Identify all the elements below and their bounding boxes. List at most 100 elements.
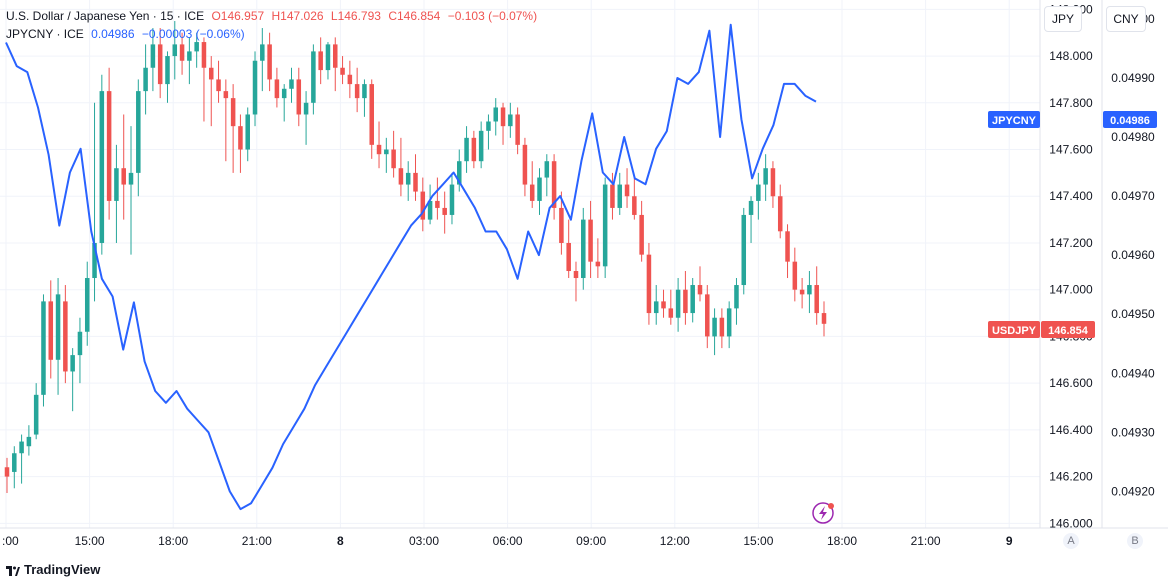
candle bbox=[726, 301, 732, 349]
candle-body bbox=[814, 285, 819, 314]
jpy-price-scale: 148.200148.000147.800147.600147.400147.2… bbox=[1049, 2, 1093, 530]
candle bbox=[785, 224, 790, 279]
candle bbox=[486, 114, 491, 150]
candle-body bbox=[172, 44, 178, 57]
candle-body bbox=[187, 51, 192, 61]
candle-body bbox=[267, 44, 272, 80]
candle bbox=[194, 32, 199, 68]
candle bbox=[398, 137, 404, 197]
candle bbox=[325, 42, 331, 80]
main-symbol[interactable]: U.S. Dollar / Japanese Yen · 15 · ICE bbox=[6, 9, 205, 23]
candle-body bbox=[617, 184, 623, 208]
compare-series-legend: JPYCNY · ICE 0.04986 −0.00003 (−0.06%) bbox=[6, 27, 249, 41]
candle-body bbox=[566, 242, 571, 272]
candle bbox=[318, 37, 323, 85]
candle bbox=[106, 67, 112, 220]
b-scale-button[interactable]: B bbox=[1127, 533, 1143, 549]
candle bbox=[457, 149, 462, 192]
compare-symbol[interactable]: JPYCNY · ICE bbox=[6, 27, 84, 41]
candle-body bbox=[537, 177, 542, 201]
candle-body bbox=[19, 441, 24, 454]
candle bbox=[770, 161, 776, 208]
candle bbox=[741, 207, 747, 295]
svg-text:0.04986: 0.04986 bbox=[1110, 115, 1150, 127]
candle bbox=[624, 168, 630, 208]
cny-tick-label: 0.04940 bbox=[1111, 366, 1155, 380]
candle-body bbox=[26, 436, 32, 447]
candle-body bbox=[318, 51, 323, 71]
candle bbox=[311, 44, 316, 115]
candle-body bbox=[230, 98, 236, 127]
candle-body bbox=[697, 285, 703, 295]
candle bbox=[639, 200, 644, 262]
jpy-tick-label: 146.600 bbox=[1049, 376, 1093, 390]
candle-body bbox=[332, 44, 338, 68]
candle bbox=[792, 247, 798, 302]
candle-body bbox=[143, 67, 148, 92]
candle-body bbox=[792, 261, 798, 290]
svg-text:146.854: 146.854 bbox=[1048, 325, 1089, 337]
candle bbox=[814, 266, 819, 325]
candle bbox=[165, 51, 170, 103]
cny-tick-label: 0.04950 bbox=[1111, 307, 1155, 321]
candle-body bbox=[281, 88, 287, 99]
candle bbox=[653, 285, 659, 325]
time-tick-label: 9 bbox=[1006, 534, 1013, 548]
tradingview-logo[interactable]: TradingView bbox=[6, 562, 100, 577]
candle-body bbox=[260, 44, 265, 61]
time-tick-label: 15:00 bbox=[75, 534, 105, 548]
candle bbox=[274, 67, 280, 108]
candle-body bbox=[303, 102, 309, 115]
candle-body bbox=[179, 44, 185, 61]
candle bbox=[690, 278, 695, 323]
candle-body bbox=[559, 207, 564, 243]
candle bbox=[427, 184, 433, 225]
auto-scale-button[interactable]: A bbox=[1063, 533, 1079, 549]
candle-body bbox=[12, 453, 17, 472]
candle-body bbox=[376, 144, 382, 155]
jpycny-last-label: JPYCNY 0.04986 bbox=[988, 111, 1157, 128]
candle bbox=[777, 184, 783, 239]
jpy-tick-label: 147.800 bbox=[1049, 96, 1093, 110]
candle-body bbox=[223, 91, 229, 99]
candle-body bbox=[639, 214, 644, 255]
candle-body bbox=[522, 144, 528, 185]
jpycny-line-path bbox=[5, 23, 817, 511]
candle bbox=[515, 107, 520, 155]
candle bbox=[807, 271, 812, 314]
candle-body bbox=[128, 172, 134, 185]
candle-body bbox=[340, 67, 345, 75]
candle bbox=[267, 32, 272, 92]
event-flash-icon[interactable] bbox=[812, 502, 834, 524]
jpy-scale-button[interactable]: JPY bbox=[1044, 6, 1082, 32]
time-tick-label: 15:00 bbox=[743, 534, 773, 548]
candle-body bbox=[114, 168, 119, 201]
candle bbox=[77, 317, 83, 384]
jpy-tick-label: 147.400 bbox=[1049, 189, 1093, 203]
candle bbox=[464, 126, 469, 173]
candle-body bbox=[442, 207, 447, 215]
candle-body bbox=[529, 184, 535, 201]
usdjpy-candles bbox=[4, 21, 827, 493]
candle-body bbox=[756, 184, 761, 201]
cny-scale-button[interactable]: CNY bbox=[1106, 6, 1146, 32]
candle bbox=[668, 289, 674, 325]
candle-body bbox=[296, 79, 302, 115]
candle bbox=[705, 285, 710, 349]
cny-price-scale: 0.050000.049900.049800.049700.049600.049… bbox=[1111, 12, 1155, 498]
candle bbox=[529, 161, 535, 208]
candle bbox=[201, 37, 207, 122]
cny-tick-label: 0.04930 bbox=[1111, 425, 1155, 439]
candle-body bbox=[624, 184, 630, 197]
candle-body bbox=[369, 84, 374, 145]
main-series-legend: U.S. Dollar / Japanese Yen · 15 · ICE O1… bbox=[6, 9, 541, 23]
candle bbox=[384, 137, 389, 173]
time-tick-label: 03:00 bbox=[409, 534, 439, 548]
candle bbox=[289, 67, 294, 103]
candle bbox=[617, 172, 623, 215]
jpy-tick-label: 146.200 bbox=[1049, 470, 1093, 484]
candle bbox=[70, 348, 75, 412]
candle bbox=[347, 60, 353, 99]
candle-body bbox=[478, 130, 484, 162]
